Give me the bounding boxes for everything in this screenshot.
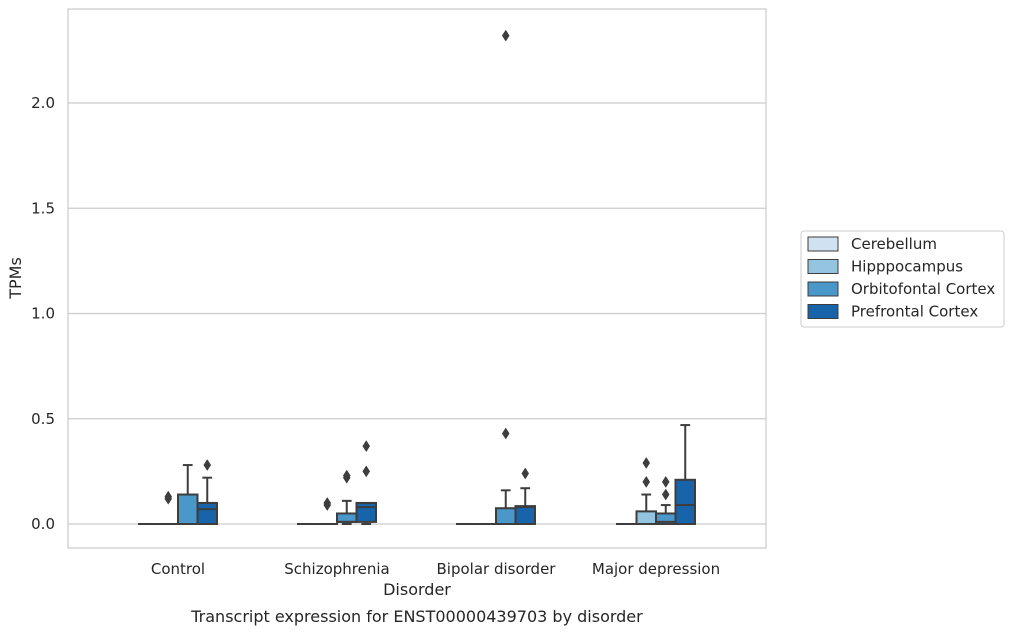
- box-body: [355, 501, 377, 523]
- box-orbitofontal-cortex: [336, 469, 358, 525]
- outlier-point: [501, 29, 510, 42]
- box-prefrontal-cortex: [196, 459, 218, 526]
- legend-swatch: [807, 304, 839, 319]
- box-prefrontal-cortex: [674, 424, 696, 526]
- x-axis-title: Disorder: [383, 580, 451, 599]
- y-axis-title: TPMs: [6, 257, 25, 300]
- box-body: [495, 507, 517, 525]
- box-body: [674, 478, 696, 526]
- x-tick-label: Schizophrenia: [284, 560, 389, 578]
- box-body: [196, 501, 218, 526]
- box-orbitofontal-cortex: [177, 464, 199, 525]
- gridlines: [68, 102, 766, 525]
- legend-swatch: [807, 281, 839, 297]
- box-body: [635, 510, 657, 525]
- chart-caption: Transcript expression for ENST0000043970…: [190, 607, 643, 626]
- legend-label: Cerebellum: [851, 235, 937, 253]
- box-prefrontal-cortex: [514, 467, 536, 526]
- box-body: [514, 505, 536, 526]
- outlier-point: [642, 456, 651, 469]
- x-tick-label: Control: [151, 560, 205, 578]
- box-orbitofontal-cortex: [495, 29, 517, 525]
- outlier-point: [661, 475, 670, 488]
- y-axis-ticks: 0.0 0.5 1.0 1.5 2.0: [31, 94, 55, 533]
- legend-swatch: [807, 236, 839, 252]
- box-hipppocampus: [316, 496, 338, 526]
- outlier-point: [661, 488, 670, 501]
- outlier-point: [203, 459, 212, 472]
- y-tick-label: 0.5: [31, 410, 55, 428]
- outlier-point: [362, 440, 371, 453]
- outlier-point: [521, 467, 530, 480]
- outlier-point: [323, 496, 332, 509]
- outlier-point: [362, 465, 371, 478]
- box-body: [336, 512, 358, 523]
- box-hipppocampus: [157, 490, 179, 526]
- outlier-point: [501, 427, 510, 440]
- legend-label: Orbitofontal Cortex: [851, 280, 995, 298]
- outlier-point: [164, 490, 173, 503]
- y-tick-label: 2.0: [31, 94, 55, 112]
- legend-swatch: [807, 259, 839, 274]
- legend-label: Prefrontal Cortex: [851, 303, 978, 321]
- outlier-point: [642, 475, 651, 488]
- legend: Cerebellum Hipppocampus Orbitofontal Corte…: [800, 230, 1005, 328]
- box-orbitofontal-cortex: [655, 475, 677, 525]
- box-prefrontal-cortex: [355, 440, 377, 525]
- plot-frame: [67, 8, 767, 549]
- legend-frame: [800, 230, 1005, 328]
- x-tick-label: Bipolar disorder: [437, 560, 557, 578]
- plot-area: [138, 29, 696, 526]
- outlier-point: [342, 469, 351, 482]
- box-body: [177, 493, 199, 525]
- y-tick-label: 1.0: [31, 305, 55, 323]
- y-tick-label: 0.0: [31, 515, 55, 533]
- x-tick-label: Major depression: [592, 560, 720, 578]
- legend-label: Hipppocampus: [851, 258, 963, 276]
- x-axis-ticks: Control Schizophrenia Bipolar disorder Majo…: [151, 560, 720, 578]
- y-tick-label: 1.5: [31, 199, 55, 217]
- box-hipppocampus: [635, 456, 657, 525]
